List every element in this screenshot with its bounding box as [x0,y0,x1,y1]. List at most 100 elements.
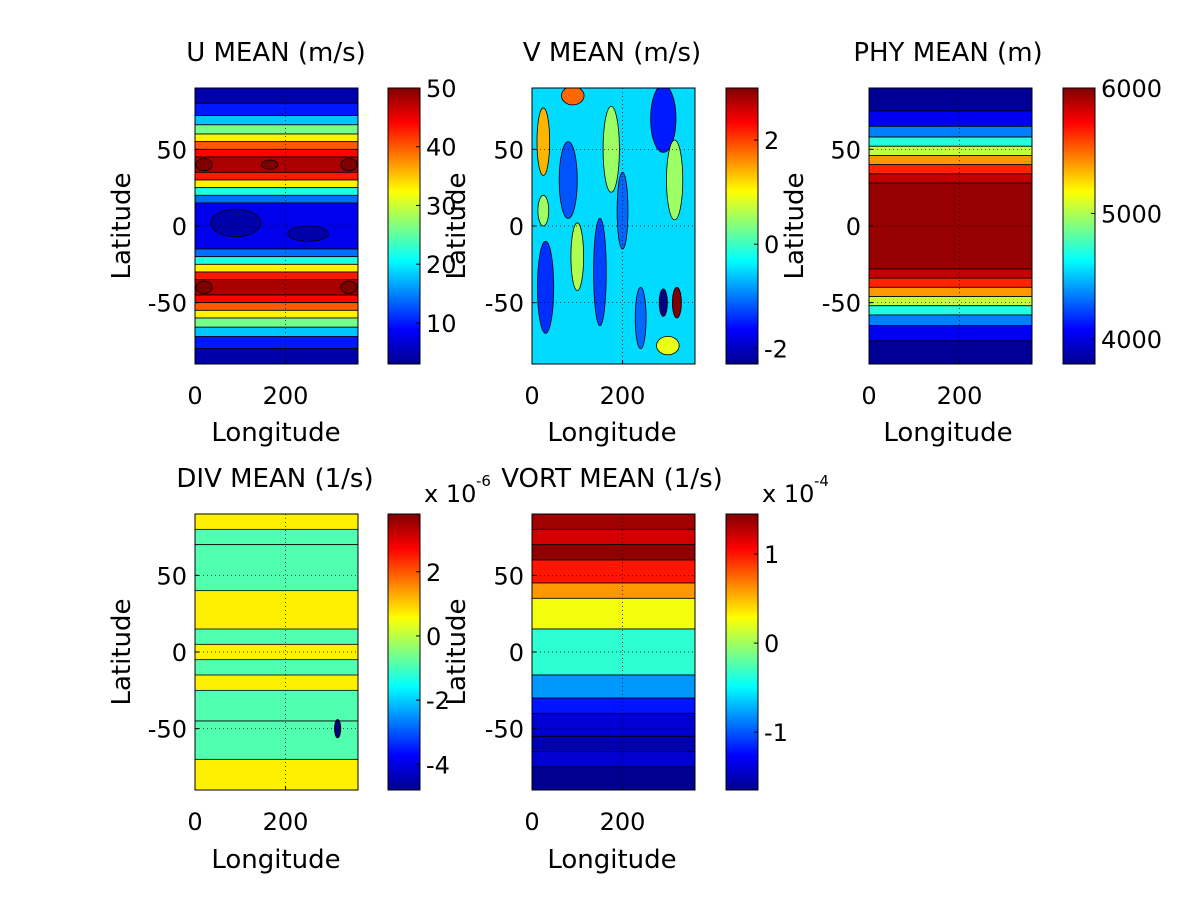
plot-area: 0 200 50 0 -50 [148,513,359,836]
contour-blob [656,335,680,356]
colorbar-gradient [387,513,421,791]
contour-band [195,179,358,189]
contour-band [195,279,358,296]
y-tick-label: -50 [485,716,524,744]
plot-area: 0 200 50 0 -50 [822,87,1033,410]
contour-band [869,314,1032,327]
x-tick-label: 200 [263,808,309,836]
contour-blob [340,158,358,172]
y-axis-label: Latitude [780,172,810,279]
contour-band [195,528,358,546]
y-tick-label: 0 [172,213,187,241]
y-axis-label: Latitude [442,172,472,279]
y-tick-label: 50 [156,562,187,590]
contour-band [195,689,358,722]
contour-band [869,286,1032,297]
contour-band [869,340,1032,364]
contour-band [869,125,1032,138]
contour-band [195,124,358,135]
contour-blob [602,105,620,193]
contour-band [195,171,358,181]
contour-band [195,202,358,250]
contour-blob [537,240,555,334]
colorbar-gradient [725,513,759,791]
colorbar-tick-label: 1 [764,541,779,569]
y-axis-label: Latitude [107,598,137,705]
x-tick-label: 0 [187,808,202,836]
contour-band [869,110,1032,127]
colorbar-tick-label: 10 [426,310,457,338]
colorbar-tick-label: 6000 [1101,75,1162,103]
contour-field [532,514,695,790]
contour-band [532,544,695,561]
panel-title: V MEAN (m/s) [523,38,701,68]
contour-band [195,133,358,143]
contour-blob [561,88,585,106]
colorbar-exponent: -4 [814,472,829,490]
panel-v-mean: V MEAN (m/s) 0 200 50 0 -50 2 0 -2 Longitude L… [442,38,788,448]
x-axis-label: Longitude [211,845,340,875]
colorbar-multiplier: x 10 [424,480,476,508]
contour-band [195,248,358,258]
contour-band [195,335,358,350]
contour-blob [261,159,279,170]
contour-band [532,514,695,530]
contour-blob [195,280,213,294]
contour-band [195,256,358,265]
contour-band [869,305,1032,316]
contour-band [195,326,358,337]
contour-blob [334,719,342,739]
colorbar-tick-label: 0 [764,231,779,259]
contour-band [869,136,1032,147]
colorbar-gradient [1062,87,1096,365]
contour-band [532,628,695,676]
contour-band [532,751,695,768]
y-axis-label: Latitude [442,598,472,705]
plot-area: 0 200 50 0 -50 [485,87,696,410]
colorbar: 6000 5000 4000 [1062,75,1162,365]
colorbar: 1 0 -1 x 10 -4 [725,472,829,791]
contour-band [532,582,695,599]
x-axis-label: Longitude [547,845,676,875]
y-tick-label: 0 [172,639,187,667]
colorbar-tick-label: 0 [764,630,779,658]
panel-vort-mean: VORT MEAN (1/s) 0 200 -50 0 50 1 0 -1 x 10 -4 Lo… [442,464,829,875]
contour-band [195,263,358,273]
x-tick-label: 0 [524,808,539,836]
contour-blob [195,158,213,172]
contour-band [195,544,358,592]
colorbar-tick-label: -1 [764,719,788,747]
contour-band [195,348,358,364]
colorbar-tick-label: 2 [426,559,441,587]
y-tick-label: 0 [509,213,524,241]
y-axis-label: Latitude [107,172,137,279]
x-axis-label: Longitude [211,418,340,448]
contour-band [195,720,358,760]
contour-band [195,88,358,104]
y-tick-label: 50 [493,136,524,164]
colorbar-exponent: -6 [476,472,491,490]
colorbar-tick-label: 5000 [1101,200,1162,228]
contour-band [195,302,358,311]
colorbar-gradient [387,87,421,365]
contour-blob [650,88,677,153]
y-tick-label: -50 [148,290,187,318]
colorbar-multiplier: x 10 [762,480,814,508]
panel-div-mean: DIV MEAN (1/s) 0 200 50 0 -50 2 0 -2 -4 x 10 -6 L… [107,464,491,875]
contour-band [869,173,1032,184]
x-tick-label: 200 [600,808,646,836]
x-tick-label: 0 [524,382,539,410]
contour-blob [666,139,684,221]
contour-band [195,271,358,281]
colorbar-tick-label: 2 [764,127,779,155]
x-tick-label: 200 [600,382,646,410]
contour-band [532,528,695,546]
panel-u-mean: U MEAN (m/s) 0 200 50 0 -50 50 40 30 20 10 Longi… [107,38,457,448]
contour-band [869,268,1032,279]
contour-blob [593,217,607,327]
contour-band [869,145,1032,156]
contour-band [195,115,358,126]
colorbar-tick-label: 0 [426,623,441,651]
colorbar: 2 0 -2 [725,87,788,365]
plot-area: 0 200 -50 0 50 [485,513,696,836]
